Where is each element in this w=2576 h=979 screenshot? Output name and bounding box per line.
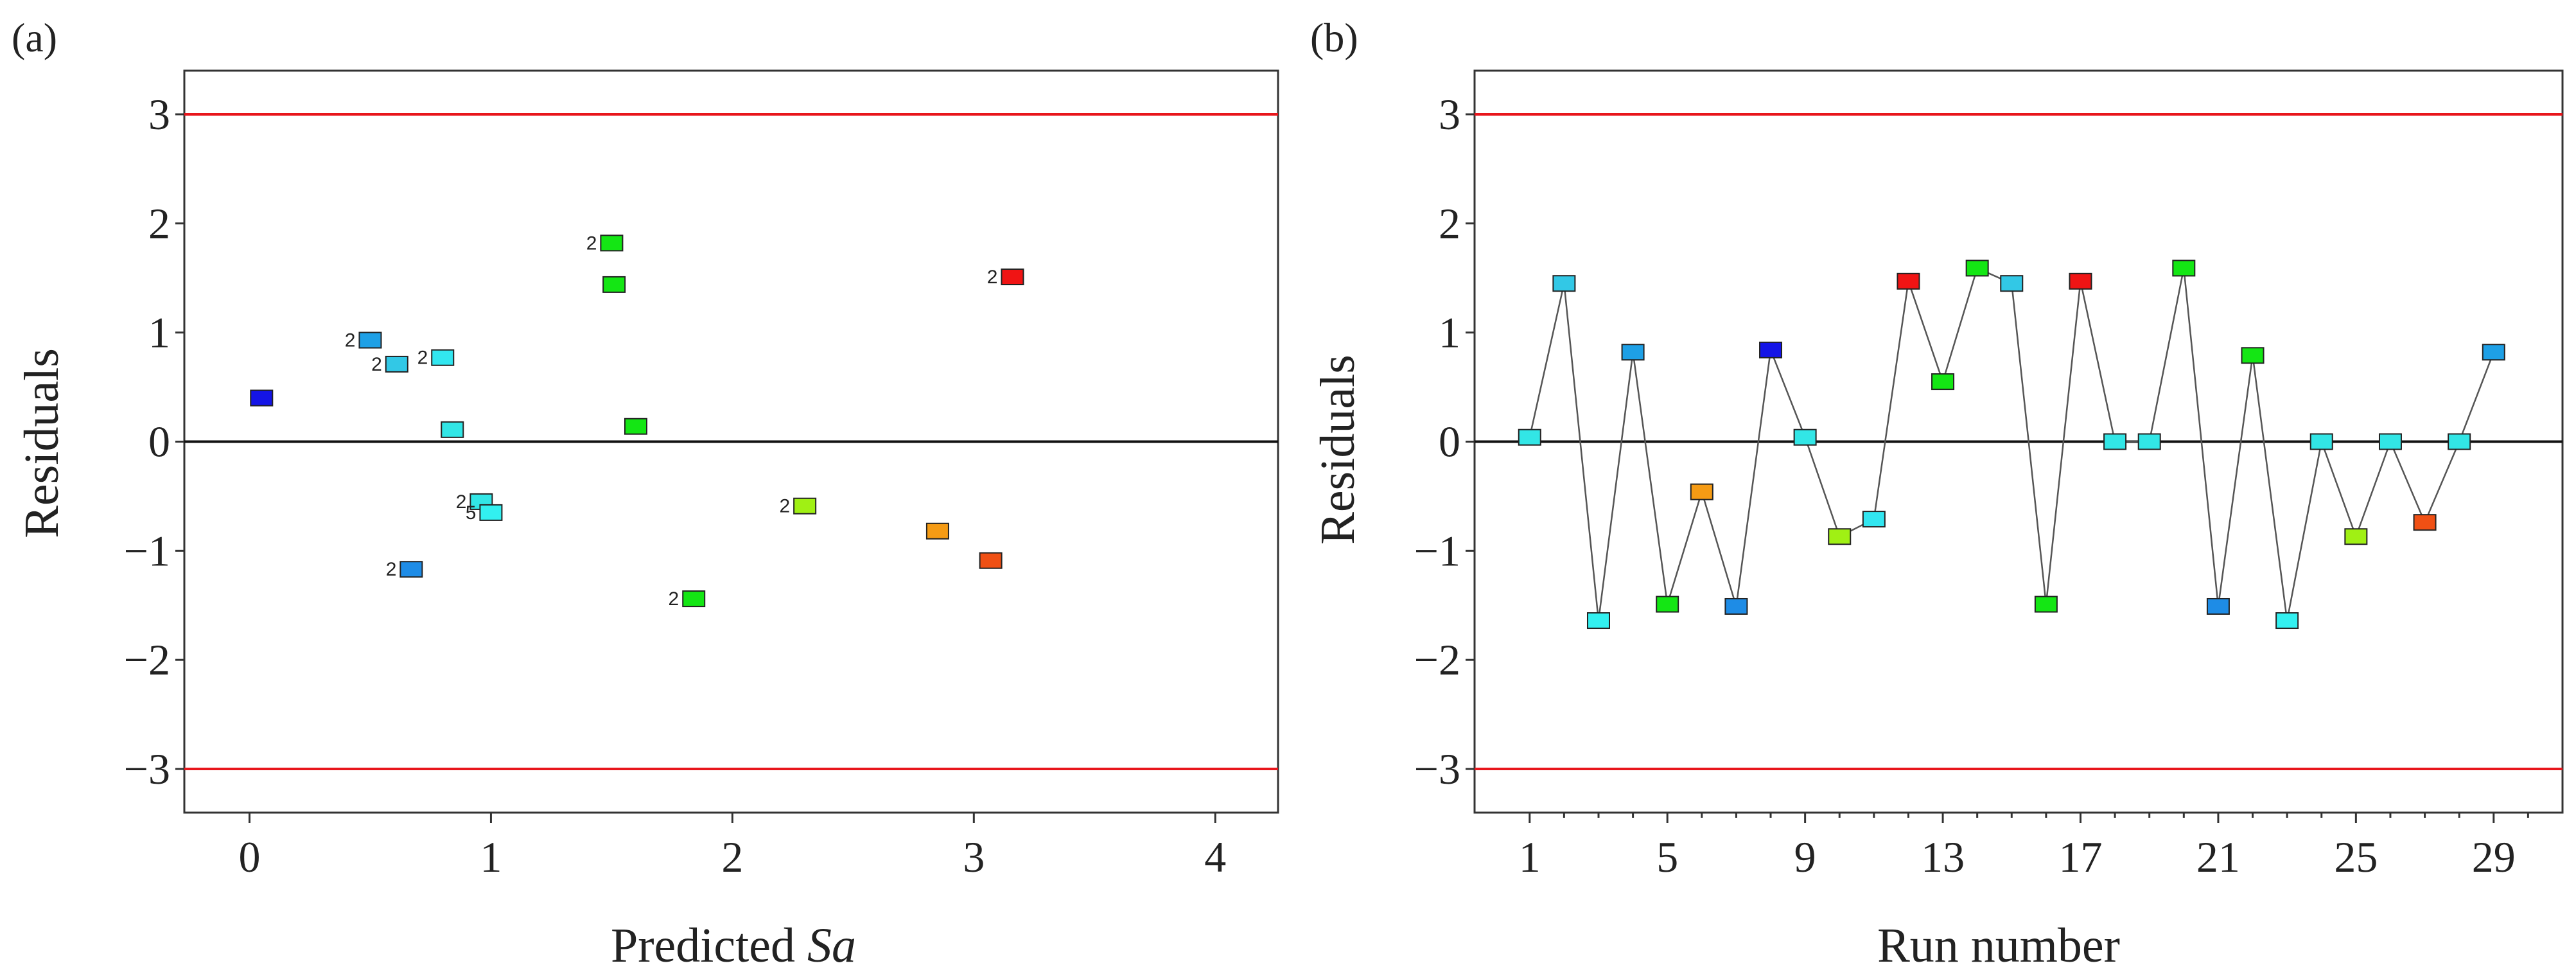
panel-a-point-count-label: 2 [417, 348, 428, 369]
panel-a-y-tick-label: 1 [148, 308, 170, 357]
panel-a-data-point [793, 497, 817, 515]
panel-b-y-tick-label: 1 [1439, 308, 1460, 357]
panel-a-data-point [479, 504, 503, 521]
panel-a-point-count-label: 5 [466, 502, 477, 524]
panel-a-data-point [1001, 269, 1024, 286]
panel-b-y-tick-label: 0 [1439, 418, 1460, 466]
panel-b-data-point [1759, 341, 1783, 358]
panel-a-point-count-label: 2 [779, 496, 790, 517]
panel-a-data-point [600, 234, 624, 252]
panel-b-data-point [2275, 612, 2299, 630]
panel-a-data-point [979, 552, 1003, 569]
panel-a-data-point [385, 355, 408, 373]
panel-b-data-point [2034, 595, 2058, 613]
panel-b-data-point [1965, 260, 1989, 277]
panel-b-y-tick-label: 2 [1439, 199, 1460, 248]
panel-a-y-tick-label: −3 [124, 745, 170, 793]
panel-b-data-point [1828, 528, 1852, 545]
panel-b-data-point [1586, 612, 1610, 630]
panel-b-data-point [2172, 260, 2196, 277]
panel-a-x-tick-label: 0 [239, 833, 261, 881]
panel-b-x-tick-label: 21 [2196, 833, 2240, 881]
panel-a-y-tick-label: 0 [148, 418, 170, 466]
panel-b-data-point [2069, 272, 2092, 290]
panel-a-x-axis-label-main: Predicted [611, 919, 807, 973]
panel-b-y-tick-label: 3 [1439, 90, 1460, 139]
panel-a-point-count-label: 2 [371, 354, 382, 375]
panel-b-data-point [2378, 433, 2402, 450]
panel-b-x-tick-label: 5 [1656, 833, 1678, 881]
panel-a-point-count-label: 2 [456, 491, 467, 513]
panel-b-data-point [2482, 344, 2505, 361]
panel-b-plot-area: −3 −2 −1 0 1 2 3 1 5 9 13 17 21 25 29 [1414, 69, 2564, 881]
panel-b-data-point [2103, 433, 2127, 450]
panel-b-data-point [1862, 511, 1886, 528]
panel-a-point-count-label: 2 [987, 267, 998, 288]
panel-a-y-axis-label: Residuals [15, 348, 69, 538]
panel-a-y-tick-label: 3 [148, 90, 170, 139]
panel-a-data-point [358, 331, 382, 349]
panel-b-data-point [1518, 428, 1541, 446]
panel-a-x-tick-label: 4 [1204, 833, 1226, 881]
panel-b-y-tick-label: −3 [1414, 745, 1460, 793]
panel-b-x-tick-label: 17 [2058, 833, 2102, 881]
panel-b-data-point [1690, 483, 1713, 500]
panel-b-data-point [1931, 373, 1955, 391]
panel-b-data-point [2309, 433, 2333, 450]
panel-a-data-point [925, 522, 949, 540]
panel-a-label: (a) [12, 15, 57, 60]
panel-a-data-point [682, 590, 706, 608]
panel-a-data-point [602, 276, 626, 293]
panel-a-y-tick-label: −2 [124, 635, 170, 684]
panel-a-x-tick-label: 3 [963, 833, 985, 881]
panel-b-data-point [1621, 344, 1645, 361]
panel-b-data-point [1656, 595, 1679, 613]
panel-a-x-axis-label: Predicted Sa [611, 919, 856, 973]
panel-a-data-point [399, 561, 423, 578]
panel-b-x-tick-label: 29 [2472, 833, 2516, 881]
panel-b-data-point [2241, 347, 2265, 364]
panel-b-x-axis-label: Run number [1877, 919, 2120, 973]
panel-a-point-count-label: 2 [345, 330, 356, 351]
panel-b-x-tick-label: 1 [1519, 833, 1541, 881]
panel-b-data-point [2413, 514, 2437, 531]
panel-a-x-tick-label: 1 [480, 833, 502, 881]
panel-a-point-count-label: 2 [386, 559, 397, 580]
panel-b-x-tick-label: 25 [2334, 833, 2378, 881]
panel-b-data-point [2448, 433, 2471, 450]
panel-a-data-point [431, 349, 455, 366]
panel-b-data-point [2137, 433, 2161, 450]
panel-a-x-tick-label: 2 [721, 833, 743, 881]
panel-b-data-point [1793, 428, 1817, 446]
panel-b-data-point [2000, 275, 2024, 292]
panel-b-data-point [1897, 272, 1920, 290]
panel-b-x-tick-label: 9 [1794, 833, 1816, 881]
panel-b-x-tick-label: 13 [1921, 833, 1965, 881]
panel-a-point-count-label: 2 [586, 233, 597, 254]
panel-b-data-point [2344, 528, 2368, 545]
panel-b-data-point [2206, 597, 2230, 615]
panel-a-y-tick-label: 2 [148, 199, 170, 248]
panel-a-data-point [250, 389, 274, 407]
panel-b-y-axis-label: Residuals [1311, 355, 1365, 545]
panel-a-y-tick-label: −1 [124, 526, 170, 575]
panel-b-data-point [1552, 275, 1576, 292]
panel-b-series-line [1529, 267, 2494, 621]
panel-b: (b) −3 −2 −1 0 1 2 3 1 5 9 13 17 21 25 29 Residuals Ru… [1310, 15, 2564, 973]
panel-a-x-axis-label-italic: Sa [807, 919, 856, 973]
panel-b-y-tick-label: −1 [1414, 526, 1460, 575]
panel-b-label: (b) [1310, 15, 1358, 60]
panel-b-data-point [1724, 597, 1748, 615]
panel-a-data-point [441, 421, 464, 438]
panel-a-data-point [624, 418, 648, 435]
panel-a-point-count-label: 2 [669, 588, 679, 610]
panel-b-y-tick-label: −2 [1414, 635, 1460, 684]
